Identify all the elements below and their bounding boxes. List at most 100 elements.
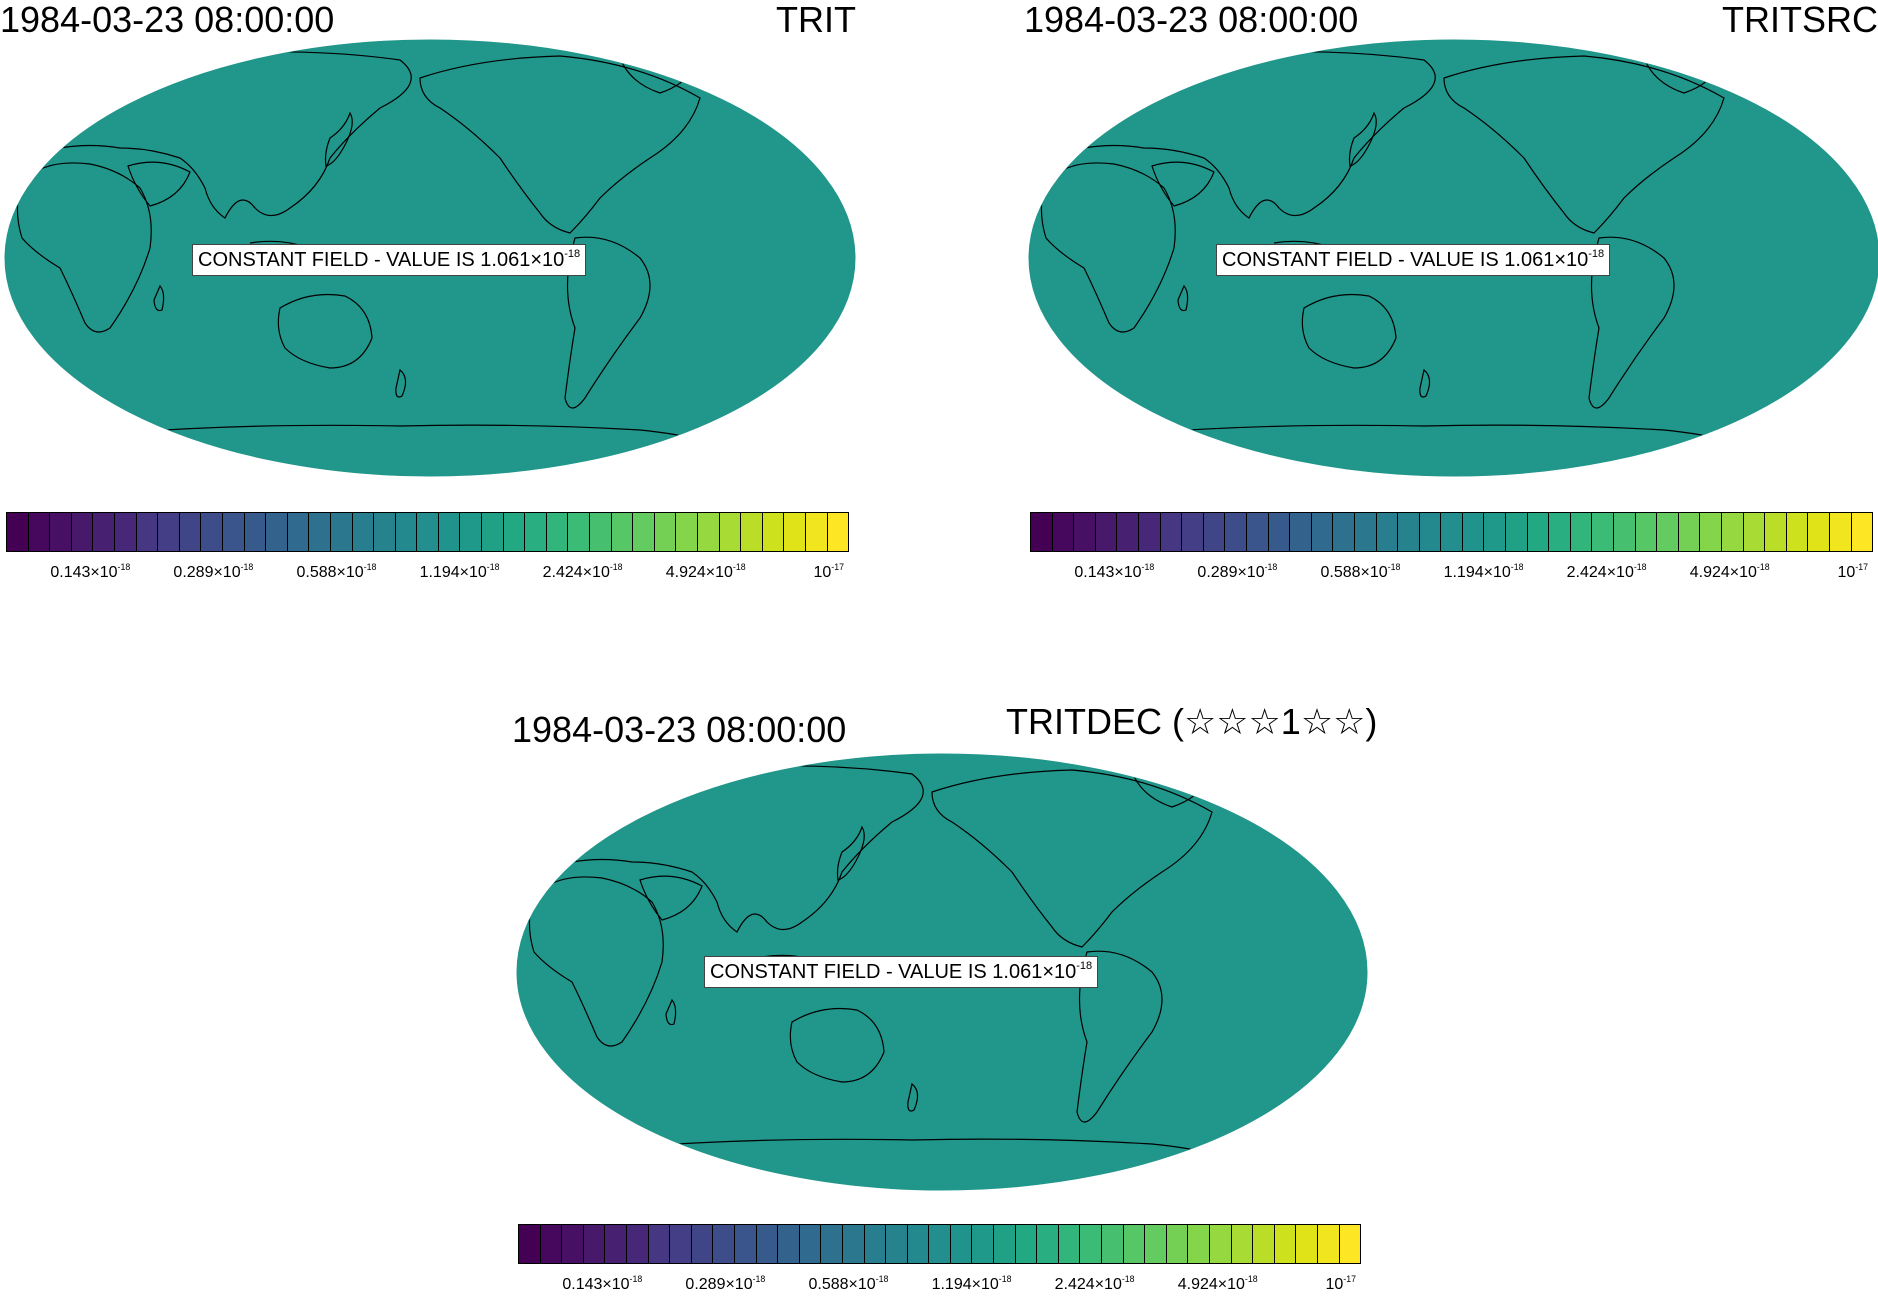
colorbar-swatch xyxy=(670,1225,692,1263)
colorbar-swatch xyxy=(950,1225,973,1263)
colorbar-swatch xyxy=(266,513,288,551)
colorbar-swatch xyxy=(395,513,418,551)
colorbar-swatch xyxy=(1123,1225,1146,1263)
colorbar-swatch xyxy=(136,513,159,551)
coastline-new-zealand xyxy=(395,368,407,398)
coastline-new-zealand xyxy=(907,1082,919,1112)
colorbar-swatch xyxy=(525,513,547,551)
colorbar-swatch xyxy=(907,1225,930,1263)
coastline-australia xyxy=(1301,293,1397,369)
colorbar-swatch xyxy=(1722,513,1744,551)
colorbar-tick-label: 1.194×10-18 xyxy=(419,561,500,581)
colorbar-swatch xyxy=(1074,513,1096,551)
colorbar-swatch xyxy=(778,1225,800,1263)
colorbar-tick-label: 1.194×10-18 xyxy=(931,1273,1012,1293)
colorbar-ticks: 0.143×10-18 0.289×10-18 0.588×10-18 1.194×1… xyxy=(518,1273,1361,1300)
colorbar-swatch xyxy=(201,513,223,551)
colorbar-swatch xyxy=(805,513,828,551)
constant-field-label: CONSTANT FIELD - VALUE IS 1.061×10-18 xyxy=(704,956,1099,988)
colorbar-tick-label: 4.924×10-18 xyxy=(665,561,746,581)
constant-field-label: CONSTANT FIELD - VALUE IS 1.061×10-18 xyxy=(192,244,587,276)
colorbar-swatch xyxy=(1376,513,1399,551)
coastline-antarctica xyxy=(1143,424,1745,449)
colorbar-swatch xyxy=(417,513,439,551)
colorbar-swatch xyxy=(287,513,310,551)
colorbar-swatch xyxy=(864,1225,887,1263)
coastline-new-zealand xyxy=(1419,368,1431,398)
colorbar-swatch xyxy=(244,513,267,551)
colorbar-ticks: 0.143×10-18 0.289×10-18 0.588×10-18 1.194×1… xyxy=(6,561,849,588)
colorbar-swatch xyxy=(1808,513,1830,551)
colorbar-swatch xyxy=(309,513,331,551)
colorbar-swatch xyxy=(7,513,29,551)
colorbar-swatch xyxy=(1419,513,1442,551)
colorbar xyxy=(6,512,849,552)
colorbar-swatch xyxy=(583,1225,606,1263)
colorbar-tick-label: 4.924×10-18 xyxy=(1689,561,1770,581)
coastline-south-america xyxy=(1076,950,1163,1123)
coastline-north-america xyxy=(419,55,701,234)
colorbar-tick-label: 0.588×10-18 xyxy=(1320,561,1401,581)
coastline-madagascar xyxy=(1177,284,1189,312)
colorbar-swatch xyxy=(1851,513,1873,551)
colorbar-swatch xyxy=(1339,1225,1361,1263)
panel-date: 1984-03-23 08:00:00 xyxy=(1024,0,1359,40)
colorbar-swatch xyxy=(1145,1225,1167,1263)
coastline-africa xyxy=(16,162,152,333)
colorbar-swatch xyxy=(1052,513,1075,551)
colorbar-swatch xyxy=(1829,513,1852,551)
colorbar-swatch xyxy=(1160,513,1183,551)
colorbar-swatch xyxy=(28,513,51,551)
coastline-madagascar xyxy=(665,998,677,1026)
colorbar-swatch xyxy=(1225,513,1247,551)
colorbar-swatch xyxy=(611,513,634,551)
colorbar-swatch xyxy=(799,1225,822,1263)
colorbar-swatch xyxy=(482,513,504,551)
colorbar-swatch xyxy=(158,513,180,551)
colorbar-swatch xyxy=(1592,513,1615,551)
colorbar-swatch xyxy=(1058,1225,1081,1263)
colorbar-swatch xyxy=(1296,1225,1318,1263)
colorbar-swatch xyxy=(1570,513,1593,551)
colorbar xyxy=(518,1224,1361,1264)
colorbar-swatch xyxy=(698,513,720,551)
colorbar-tick-label: 10-17 xyxy=(813,561,845,581)
constant-field-text: CONSTANT FIELD - VALUE IS 1.061×10 xyxy=(710,961,1077,983)
colorbar-swatch xyxy=(1614,513,1636,551)
constant-field-label: CONSTANT FIELD - VALUE IS 1.061×10-18 xyxy=(1216,244,1611,276)
colorbar-tick-label: 0.289×10-18 xyxy=(173,561,254,581)
colorbar-swatch xyxy=(734,1225,757,1263)
colorbar-swatch xyxy=(1188,1225,1210,1263)
colorbar-swatch xyxy=(626,1225,649,1263)
colorbar-ticks: 0.143×10-18 0.289×10-18 0.588×10-18 1.194×1… xyxy=(1030,561,1873,588)
colorbar-swatch xyxy=(352,513,375,551)
colorbar-swatch xyxy=(1290,513,1312,551)
coastline-australia xyxy=(789,1007,885,1083)
colorbar-swatch xyxy=(1210,1225,1232,1263)
colorbar-swatch xyxy=(114,513,137,551)
colorbar-swatch xyxy=(1765,513,1787,551)
colorbar-swatch xyxy=(762,513,785,551)
colorbar-swatch xyxy=(222,513,245,551)
colorbar-swatch xyxy=(1037,1225,1059,1263)
colorbar-swatch xyxy=(719,513,742,551)
colorbar-swatch xyxy=(1182,513,1204,551)
colorbar-swatch xyxy=(676,513,698,551)
colorbar-swatch xyxy=(562,1225,584,1263)
colorbar-swatch xyxy=(1657,513,1679,551)
colorbar-swatch xyxy=(1102,1225,1124,1263)
colorbar-tick-label: 0.143×10-18 xyxy=(1074,561,1155,581)
coastline-madagascar xyxy=(153,284,165,312)
map-panel-tritdec: 1984-03-23 08:00:00 TRITDEC (☆☆☆1☆☆) CON… xyxy=(512,702,1377,1295)
colorbar-swatch xyxy=(1333,513,1355,551)
coastline-africa xyxy=(528,876,664,1047)
colorbar-swatch xyxy=(1080,1225,1103,1263)
coastline-antarctica xyxy=(119,424,721,449)
colorbar-swatch xyxy=(1484,513,1507,551)
colorbar-swatch xyxy=(654,513,677,551)
colorbar-swatch xyxy=(784,513,806,551)
coastline-japan xyxy=(324,111,353,167)
panel-variable-title: TRITSRC xyxy=(1722,0,1878,40)
colorbar-swatch xyxy=(756,1225,779,1263)
colorbar-tick-label: 0.289×10-18 xyxy=(685,1273,766,1293)
